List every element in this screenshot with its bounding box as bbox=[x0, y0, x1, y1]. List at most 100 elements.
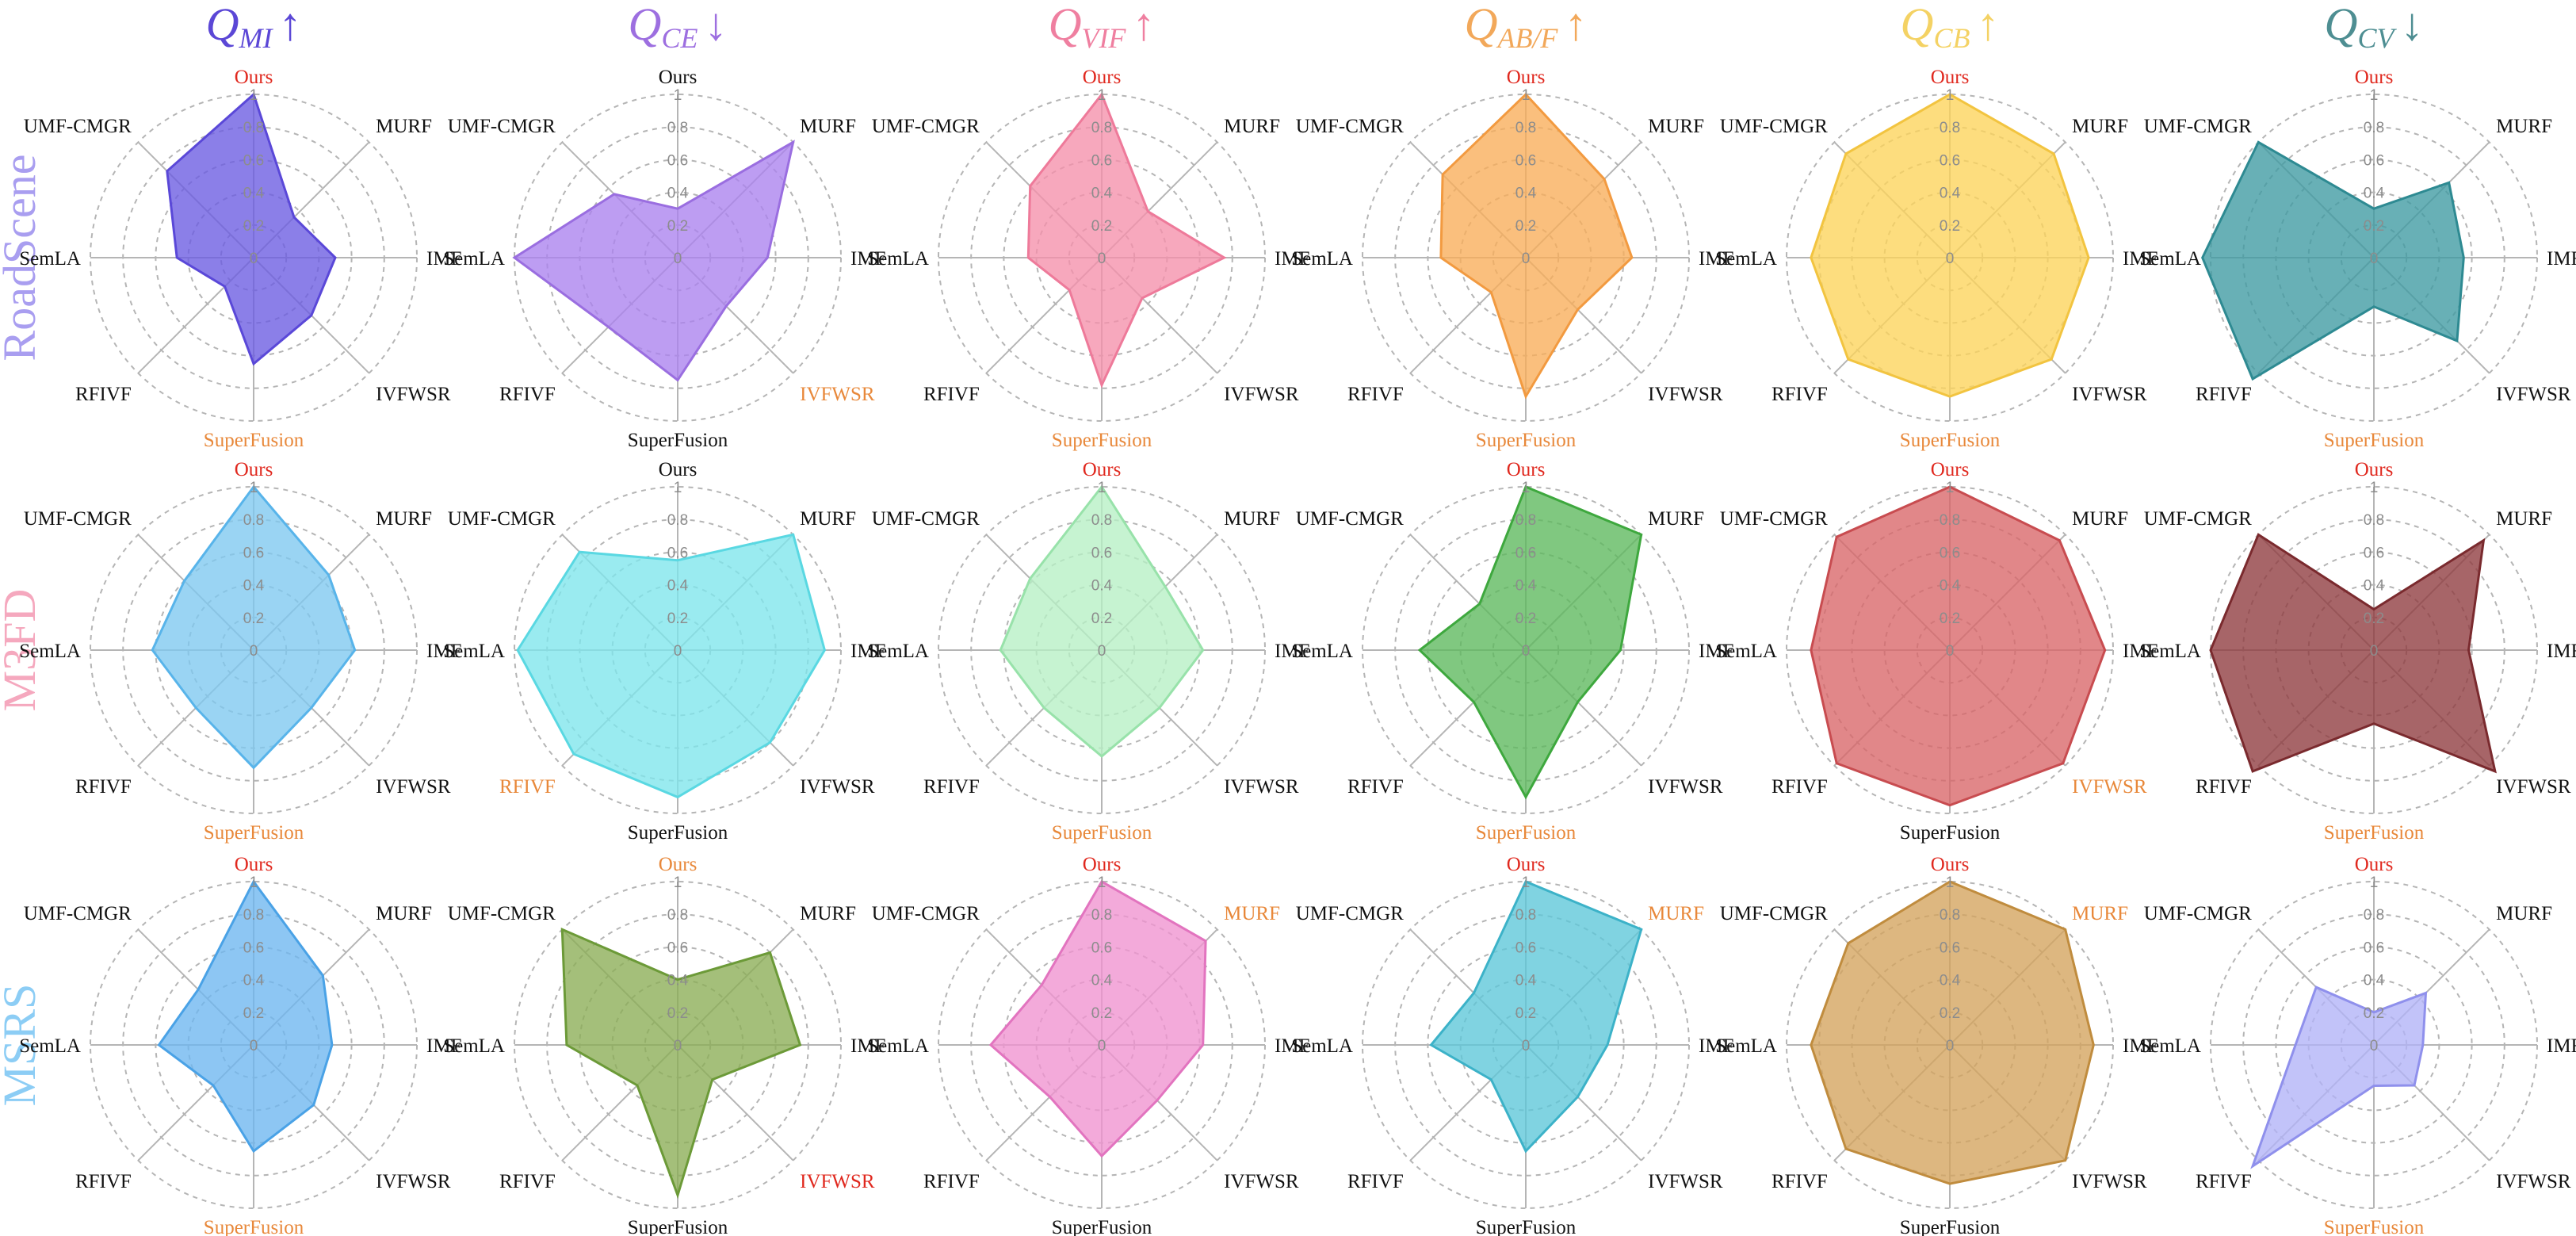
tick-label: 0.8 bbox=[1515, 120, 1536, 136]
tick-label: 0 bbox=[1946, 643, 1955, 660]
axis-label: UMF-CMGR bbox=[2144, 116, 2252, 137]
axis-label: UMF-CMGR bbox=[872, 116, 980, 137]
axis-label: MURF bbox=[800, 116, 856, 137]
axis-label: MURF bbox=[1648, 508, 1704, 530]
tick-label: 1 bbox=[1522, 874, 1531, 891]
axis-label: SemLA bbox=[867, 248, 929, 270]
tick-label: 1 bbox=[1522, 87, 1531, 104]
tick-label: 0.6 bbox=[1515, 152, 1536, 169]
data-polygon bbox=[1810, 93, 2090, 398]
axis-label: SemLA bbox=[19, 248, 81, 270]
axis-label: Ours bbox=[1931, 854, 1970, 875]
title-arrow: ↓ bbox=[2400, 0, 2423, 50]
axis-label: IMF bbox=[1275, 641, 1309, 662]
tick-label: 0.8 bbox=[1940, 120, 1960, 136]
tick-label: 0.6 bbox=[243, 152, 264, 169]
axis-label: IMF bbox=[2547, 641, 2576, 662]
column-title: QAB/F ↑ bbox=[1465, 0, 1588, 54]
axis-label: RFIVF bbox=[1347, 384, 1404, 405]
axis-label: RFIVF bbox=[1771, 776, 1828, 798]
axis-label: SemLA bbox=[443, 641, 505, 662]
tick-label: 1 bbox=[1098, 480, 1106, 496]
axis-label: RFIVF bbox=[1347, 1171, 1404, 1192]
axis-label: IVFWSR bbox=[376, 776, 451, 798]
axis-label: IMF bbox=[426, 1035, 461, 1057]
axis-label: MURF bbox=[376, 508, 432, 530]
title-subscript: CV bbox=[2357, 22, 2397, 54]
tick-label: 0.6 bbox=[1515, 939, 1536, 956]
tick-label: 0.8 bbox=[243, 120, 264, 136]
tick-label: 1 bbox=[2370, 874, 2379, 891]
axis-label: UMF-CMGR bbox=[2144, 903, 2252, 924]
axis-label: Ours bbox=[659, 854, 698, 875]
tick-label: 0.8 bbox=[1940, 907, 1960, 924]
axis-label: SemLA bbox=[1291, 1035, 1353, 1057]
axis-label: Ours bbox=[659, 459, 698, 480]
axis-label: UMF-CMGR bbox=[872, 903, 980, 924]
tick-label: 0.8 bbox=[1091, 907, 1112, 924]
axis-label: MURF bbox=[2496, 116, 2552, 137]
axis-label: Ours bbox=[2355, 854, 2394, 875]
tick-label: 0 bbox=[1946, 1038, 1955, 1054]
axis-label: SuperFusion bbox=[1476, 430, 1577, 451]
axis-label: Ours bbox=[1931, 67, 1970, 88]
title-symbol: Q bbox=[2325, 0, 2358, 50]
tick-label: 0.4 bbox=[1091, 973, 1113, 989]
tick-label: 1 bbox=[1098, 87, 1106, 104]
tick-label: 0.2 bbox=[1515, 610, 1536, 627]
tick-label: 0.6 bbox=[243, 545, 264, 561]
data-polygon bbox=[2250, 985, 2428, 1169]
axis-label: IVFWSR bbox=[800, 776, 875, 798]
title-symbol: Q bbox=[1049, 0, 1082, 50]
tick-label: 0.8 bbox=[1091, 120, 1112, 136]
column-title: QCV ↓ bbox=[2325, 0, 2424, 54]
axis-label: IMF bbox=[850, 1035, 885, 1057]
axis-label: SuperFusion bbox=[628, 822, 728, 844]
axis-label: IVFWSR bbox=[2072, 384, 2147, 405]
axis-label: RFIVF bbox=[2196, 384, 2252, 405]
axis-label: SemLA bbox=[443, 248, 505, 270]
axis-label: UMF-CMGR bbox=[24, 903, 132, 924]
axis-label: SuperFusion bbox=[2324, 1217, 2425, 1236]
tick-label: 0.4 bbox=[667, 578, 689, 595]
title-symbol: Q bbox=[1901, 0, 1934, 50]
tick-label: 0.4 bbox=[2364, 973, 2385, 989]
tick-label: 1 bbox=[674, 874, 682, 891]
tick-label: 0.6 bbox=[667, 545, 688, 561]
tick-label: 0.2 bbox=[2364, 1005, 2384, 1022]
data-polygon bbox=[1810, 485, 2107, 807]
data-polygon bbox=[2201, 140, 2465, 381]
axis-label: IMF bbox=[2547, 248, 2576, 270]
axis-label: IMF bbox=[850, 248, 885, 270]
axis-label: IVFWSR bbox=[1648, 1171, 1723, 1192]
axis-label: IVFWSR bbox=[800, 1171, 875, 1192]
data-polygon bbox=[2209, 533, 2497, 774]
axis-label: UMF-CMGR bbox=[24, 508, 132, 530]
axis-label: MURF bbox=[1224, 508, 1280, 530]
tick-label: 1 bbox=[1946, 87, 1955, 104]
tick-label: 0 bbox=[674, 1038, 682, 1054]
axis-label: UMF-CMGR bbox=[872, 508, 980, 530]
axis-label: SemLA bbox=[867, 641, 929, 662]
tick-label: 0.6 bbox=[1940, 939, 1960, 956]
title-symbol: Q bbox=[1465, 0, 1498, 50]
tick-label: 0 bbox=[1098, 643, 1106, 660]
axis-label: SemLA bbox=[1715, 1035, 1777, 1057]
axis-label: RFIVF bbox=[923, 1171, 980, 1192]
axis-label: SuperFusion bbox=[1052, 430, 1152, 451]
tick-label: 0.2 bbox=[1091, 610, 1112, 627]
axis-label: RFIVF bbox=[2196, 1171, 2252, 1192]
tick-label: 0.6 bbox=[2364, 152, 2384, 169]
tick-label: 0.4 bbox=[2364, 578, 2385, 595]
axis-label: IMF bbox=[2123, 1035, 2157, 1057]
axis-label: MURF bbox=[2072, 903, 2128, 924]
tick-label: 0.2 bbox=[1091, 218, 1112, 235]
axis-label: RFIVF bbox=[499, 776, 556, 798]
tick-label: 0 bbox=[1522, 643, 1531, 660]
title-subscript: VIF bbox=[1081, 22, 1126, 54]
